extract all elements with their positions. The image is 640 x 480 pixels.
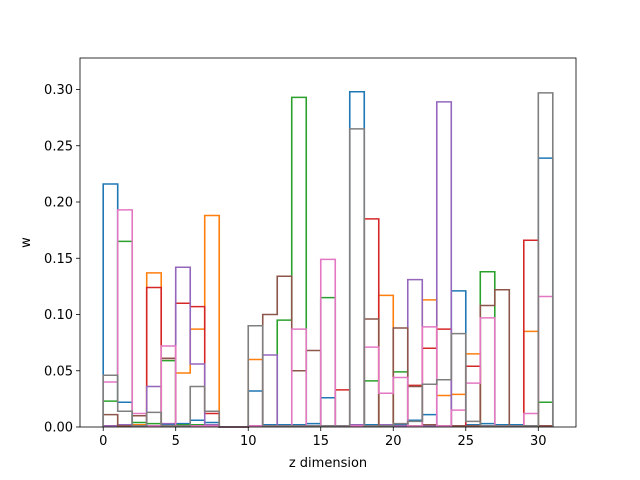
y-tick-label: 0.05: [44, 364, 73, 379]
x-tick-label: 30: [530, 434, 547, 449]
x-tick-label: 0: [99, 434, 107, 449]
x-tick-label: 25: [458, 434, 475, 449]
y-tick-label: 0.15: [44, 252, 73, 267]
x-tick-label: 15: [312, 434, 329, 449]
x-tick-label: 10: [240, 434, 257, 449]
y-axis-label: w: [19, 237, 34, 248]
x-axis: 0 5 10 15 20 25 30: [99, 427, 547, 449]
y-tick-label: 0.10: [44, 308, 73, 323]
y-tick-label: 0.00: [44, 421, 73, 436]
y-tick-label: 0.20: [44, 196, 73, 211]
plot-frame: [79, 57, 577, 428]
y-tick-label: 0.25: [44, 139, 73, 154]
x-axis-label: z dimension: [289, 456, 367, 471]
y-tick-label: 0.30: [44, 83, 73, 98]
series-7-step-line: [102, 92, 554, 428]
series-layer: [102, 90, 554, 428]
x-tick-label: 20: [385, 434, 402, 449]
y-axis: 0.00 0.05 0.10 0.15 0.20 0.25 0.30: [44, 83, 80, 436]
x-tick-label: 5: [172, 434, 180, 449]
